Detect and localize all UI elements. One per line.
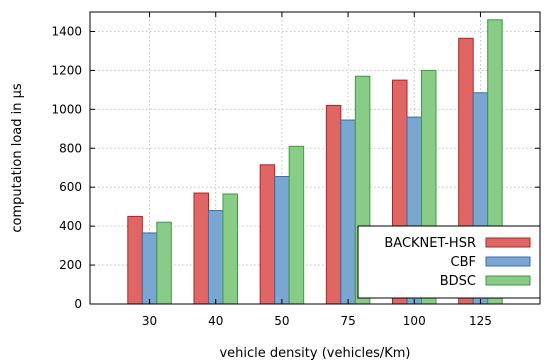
- bar-bdsc-50: [288, 145, 305, 305]
- bar-backnet-hsr-50: [259, 164, 276, 305]
- legend-label: CBF: [451, 255, 476, 270]
- bar-backnet-hsr-30: [127, 215, 143, 305]
- y-tick-label: 800: [59, 141, 82, 155]
- x-tick-label: 50: [274, 314, 289, 328]
- x-tick-label: 75: [340, 314, 355, 328]
- x-tick-label: 30: [142, 314, 157, 328]
- y-tick-label: 1000: [51, 102, 82, 116]
- legend-label: BACKNET-HSR: [384, 236, 476, 251]
- bar-cbf-40: [207, 210, 224, 305]
- y-tick-label: 200: [59, 258, 82, 272]
- bar-cbf-75: [340, 119, 356, 305]
- legend: BACKNET-HSR CBF BDSC: [357, 225, 541, 299]
- bar-cbf-50: [274, 175, 290, 305]
- x-axis-label: vehicle density (vehicles/Km): [219, 346, 410, 361]
- bar-cbf-30: [141, 232, 158, 305]
- bar-bdsc-40: [222, 193, 238, 305]
- bar-backnet-hsr-40: [193, 192, 209, 305]
- y-axis-label: computation load in µs: [10, 83, 25, 233]
- y-tick-label: 400: [59, 219, 82, 233]
- y-tick-label: 1400: [51, 24, 82, 38]
- x-tick-label: 125: [469, 314, 492, 328]
- y-tick-label: 1200: [51, 63, 82, 77]
- x-tick-label: 40: [208, 314, 223, 328]
- legend-label: BDSC: [440, 274, 476, 289]
- legend-swatch: [485, 256, 531, 267]
- grid: [90, 12, 540, 304]
- y-tick-label: 0: [74, 297, 82, 311]
- plot-frame: [89, 11, 541, 305]
- y-tick-label: 600: [59, 180, 82, 194]
- x-tick-label: 100: [403, 314, 426, 328]
- bar-backnet-hsr-75: [325, 104, 342, 305]
- bar-bdsc-30: [156, 221, 172, 305]
- ticks: 0 200 400 600 800 1000 1200 1400 30 40 50 75 100 125: [51, 12, 540, 328]
- legend-swatch: [485, 275, 531, 286]
- legend-swatch: [485, 237, 531, 248]
